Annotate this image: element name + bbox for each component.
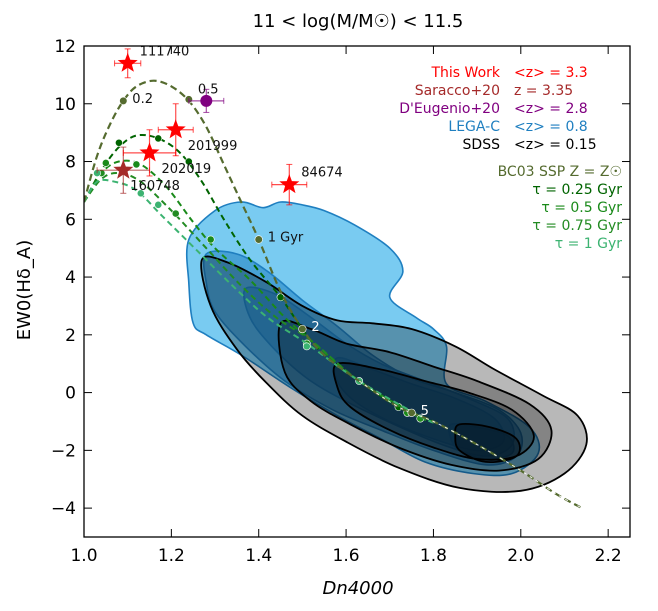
sdss-contour-1 bbox=[200, 255, 588, 493]
model-legend: BC03 SSP Z = Z☉ τ = 0.25 Gyr τ = 0.5 Gyr τ … bbox=[498, 164, 623, 252]
this-work-star-3 bbox=[139, 142, 160, 162]
legend-label-4: LEGA-C bbox=[448, 119, 500, 135]
saracco-star-1 bbox=[113, 159, 134, 179]
model-legend-label-1: BC03 SSP Z = Z☉ bbox=[498, 164, 622, 180]
ssp-age-label-3: 1 Gyr bbox=[268, 231, 304, 246]
sdss-contour-4 bbox=[454, 422, 521, 463]
ssp-age-label-1: 0.2 bbox=[132, 92, 153, 107]
legend: This Work <z> = 3.3 Saracco+20 z = 3.35 D'Eu… bbox=[399, 65, 596, 153]
deugenio-marker-1 bbox=[200, 94, 213, 107]
ssp-age-marker-3 bbox=[254, 235, 263, 244]
this-work-label-1: 111740 bbox=[140, 44, 190, 59]
model-legend-label-5: τ = 1 Gyr bbox=[555, 236, 623, 252]
y-tick-label-7: 10 bbox=[54, 95, 76, 115]
tau-track-2 bbox=[84, 159, 434, 423]
x-axis-label: Dn4000 bbox=[322, 578, 393, 599]
this-work-label-3: 202019 bbox=[162, 162, 212, 177]
ssp-age-marker-1 bbox=[119, 96, 128, 105]
y-axis-label: EW0(Hδ_A) bbox=[14, 240, 35, 341]
this-work-label-2: 201999 bbox=[188, 139, 238, 154]
this-work-star-1 bbox=[117, 52, 138, 72]
x-tick-label-5: 2.0 bbox=[507, 546, 534, 566]
legend-z-5: <z> = 0.15 bbox=[514, 137, 597, 153]
tau-track-4-marker-3 bbox=[154, 200, 163, 209]
legend-label-3: D'Eugenio+20 bbox=[399, 101, 500, 117]
ssp-age-label-5: 5 bbox=[421, 404, 429, 419]
tau-track-1-marker-4 bbox=[276, 293, 285, 302]
sdss-contours bbox=[200, 255, 588, 493]
this-work-star-2 bbox=[165, 119, 186, 139]
tau-track-4-marker-4 bbox=[302, 342, 311, 351]
legend-label-2: Saracco+20 bbox=[415, 83, 500, 99]
y-tick-label-4: 4 bbox=[65, 268, 76, 288]
tau-track-2-marker-3 bbox=[206, 235, 215, 244]
tau-track-4-marker-2 bbox=[136, 189, 145, 198]
y-tick-label-8: 12 bbox=[54, 37, 76, 57]
y-tick-label-3: 2 bbox=[65, 326, 76, 346]
tau-track-3-marker-2 bbox=[171, 209, 180, 218]
point-labels: 0.2 0.5 1 Gyr 2 5 160748 111740 201999 202019 846… bbox=[130, 44, 429, 418]
tau-track-2-marker-1 bbox=[101, 159, 110, 167]
y-tick-label-5: 6 bbox=[65, 210, 76, 230]
this-work-star-4 bbox=[279, 174, 300, 194]
y-tick-label-6: 8 bbox=[65, 153, 76, 173]
y-tick-label-1: −2 bbox=[51, 441, 76, 461]
tau-track-1-marker-3 bbox=[184, 157, 193, 166]
plot-area bbox=[84, 48, 588, 510]
x-tick-label-1: 1.2 bbox=[158, 546, 185, 566]
saracco-label-1: 160748 bbox=[130, 179, 180, 194]
legend-label-5: SDSS bbox=[463, 137, 501, 153]
ssp-track bbox=[84, 79, 583, 510]
y-tick-label-0: −4 bbox=[51, 499, 76, 519]
ssp-age-label-4: 2 bbox=[311, 320, 319, 335]
ssp-track-highlight bbox=[358, 380, 583, 509]
tau-track-2-marker-2 bbox=[132, 160, 141, 169]
tau-track-1-marker-1 bbox=[115, 138, 123, 147]
legend-z-4: <z> = 0.8 bbox=[514, 119, 588, 135]
model-legend-label-3: τ = 0.5 Gyr bbox=[541, 200, 622, 216]
ssp-age-marker-4 bbox=[298, 324, 307, 334]
observed-points bbox=[96, 48, 308, 206]
model-legend-label-2: τ = 0.25 Gyr bbox=[532, 182, 622, 198]
model-tracks bbox=[84, 79, 583, 510]
this-work-label-4: 84674 bbox=[301, 166, 342, 181]
tau-track-1-marker-2 bbox=[154, 134, 163, 143]
plot-frame bbox=[83, 45, 631, 538]
x-tick-label-3: 1.6 bbox=[333, 546, 360, 566]
legend-z-3: <z> = 2.8 bbox=[514, 101, 588, 117]
x-tick-label-4: 1.8 bbox=[420, 546, 447, 566]
chart-title: 11 < log(M/M☉) < 11.5 bbox=[253, 11, 464, 32]
ssp-age-label-2: 0.5 bbox=[198, 82, 219, 97]
x-tick-label-2: 1.4 bbox=[245, 546, 272, 566]
x-tick-label-0: 1.0 bbox=[70, 546, 97, 566]
x-tick-label-6: 2.2 bbox=[595, 546, 622, 566]
legend-z-2: z = 3.35 bbox=[514, 83, 573, 99]
ssp-age-marker-5 bbox=[407, 408, 416, 417]
y-tick-label-2: 0 bbox=[65, 384, 76, 404]
model-legend-label-4: τ = 0.75 Gyr bbox=[532, 218, 622, 234]
legend-label-1: This Work bbox=[430, 65, 500, 81]
sdss-contour-2 bbox=[277, 319, 553, 472]
axes: 1.0 1.2 1.4 1.6 1.8 2.0 2.2 −4 −2 0 2 4 6 8 10 12 bbox=[51, 37, 631, 566]
legend-z-1: <z> = 3.3 bbox=[514, 65, 588, 81]
